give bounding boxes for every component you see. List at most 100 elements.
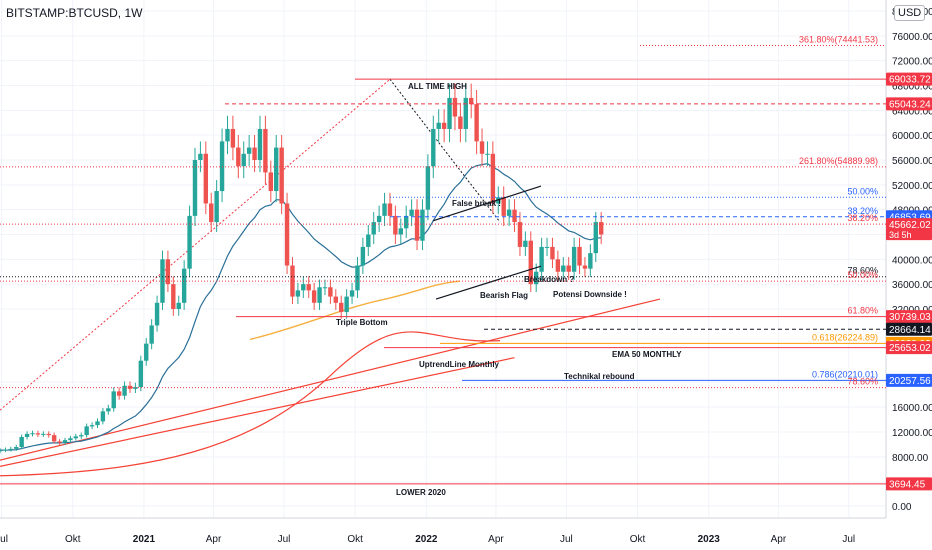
candle-body <box>431 128 436 167</box>
y-tick-label: 72000.00 <box>892 57 932 68</box>
level-label: 0.618(26224.89) <box>812 332 878 342</box>
candle-body <box>84 426 89 436</box>
candle-body <box>371 222 376 235</box>
candle-body <box>360 246 366 266</box>
candle-body <box>452 97 458 117</box>
ema-50-monthly-line <box>249 280 461 341</box>
grid-lines <box>0 0 886 518</box>
x-tick-label: Apr <box>206 534 222 545</box>
y-tick-label: 76000.00 <box>892 32 932 43</box>
price-badge-label: 20257.56 <box>889 376 931 387</box>
annotation-label: False break ! <box>452 199 501 208</box>
annotation-label: ALL TIME HIGH <box>408 82 467 91</box>
candle-body <box>62 440 68 443</box>
x-tick-label: Apr <box>771 534 787 545</box>
annotation-label: Potensi Downside ! <box>553 290 627 299</box>
level-label: 61.80% <box>847 306 878 316</box>
candles <box>0 83 604 454</box>
x-tick-label: 2023 <box>698 534 721 545</box>
level-label: 38.20% <box>847 206 878 216</box>
y-tick-label: 8000.00 <box>892 453 929 464</box>
candle-body <box>274 147 279 192</box>
candle-body <box>165 259 171 285</box>
candle-body <box>588 253 593 269</box>
price-badge <box>886 72 932 86</box>
candle-body <box>51 435 57 442</box>
candle-body <box>598 222 604 235</box>
level-label: 78.60% <box>847 377 878 387</box>
candle-body <box>436 122 441 129</box>
annotation-label: Bearish Flag <box>480 291 528 300</box>
candle-body <box>149 325 154 344</box>
candle-body <box>0 450 3 452</box>
y-tick-label: 68000.00 <box>892 82 932 93</box>
candle-body <box>122 385 127 396</box>
candle-body <box>30 433 35 435</box>
y-tick-label: 52000.00 <box>892 181 932 192</box>
price-badge <box>886 322 932 336</box>
candle-body <box>447 97 452 129</box>
price-badge-label: 45662.02 <box>889 220 931 231</box>
annotations: ALL TIME HIGH False break ! Breakdown ? Pot… <box>336 82 682 497</box>
candle-body <box>420 209 425 241</box>
price-badge <box>886 218 932 241</box>
candle-body <box>35 433 41 435</box>
x-tick-label: Okt <box>65 534 81 545</box>
y-tick-label: 16000.00 <box>892 403 932 414</box>
candle-body <box>376 215 382 223</box>
candle-body <box>111 391 116 409</box>
candle-body <box>333 296 339 303</box>
level-label: 0.786(20210.01) <box>812 369 878 379</box>
y-tick-label: 36000.00 <box>892 280 932 291</box>
candle-body <box>533 271 539 285</box>
level-label: 361.80%(74441.53) <box>799 35 878 45</box>
candle-body <box>246 147 252 154</box>
candle-body <box>57 441 62 443</box>
candle-body <box>322 287 328 289</box>
candle-body <box>73 436 79 439</box>
annotation-label: Breakdown ? <box>524 275 574 284</box>
candle-body <box>106 408 111 412</box>
candle-body <box>19 437 24 447</box>
ema-200-weekly <box>0 331 501 477</box>
candle-body <box>317 287 322 303</box>
candle-body <box>24 433 30 437</box>
candle-body <box>181 268 187 303</box>
candle-body <box>306 284 311 291</box>
candle-body <box>295 290 301 297</box>
x-tick-label: 2021 <box>133 534 156 545</box>
candle-body <box>203 153 209 204</box>
candle-body <box>3 449 8 451</box>
candle-body <box>393 215 398 235</box>
candle-body <box>301 284 306 291</box>
flag-lower-line <box>435 265 542 300</box>
candle-body <box>8 448 14 450</box>
y-tick-label: 64000.00 <box>892 106 932 117</box>
candle-body <box>257 128 263 160</box>
uptrend-line-upper <box>0 298 661 461</box>
candle-body <box>479 141 485 154</box>
x-tick-label: Okt <box>347 534 363 545</box>
candle-body <box>539 246 544 272</box>
candle-body <box>506 209 512 216</box>
candle-body <box>528 240 533 285</box>
x-tick-label: Okt <box>630 534 646 545</box>
candle-body <box>154 302 160 326</box>
price-badge-label: 46853.69 <box>889 212 931 223</box>
price-badge-label: 69033.72 <box>889 75 931 86</box>
level-label: 261.80%(54889.98) <box>799 156 878 166</box>
annotation-label: LOWER 2020 <box>396 488 446 497</box>
candle-body <box>263 128 268 173</box>
candle-body <box>366 234 371 247</box>
candle-body <box>290 265 295 297</box>
currency-button[interactable]: USD <box>894 5 926 21</box>
candle-body <box>555 259 561 272</box>
candle-body <box>523 240 528 247</box>
candle-body <box>382 203 387 216</box>
candle-body <box>425 166 431 210</box>
x-tick-label: Apr <box>488 534 504 545</box>
candle-body <box>577 246 582 266</box>
price-badge-label: 25653.02 <box>889 343 931 354</box>
candle-body <box>355 265 360 291</box>
